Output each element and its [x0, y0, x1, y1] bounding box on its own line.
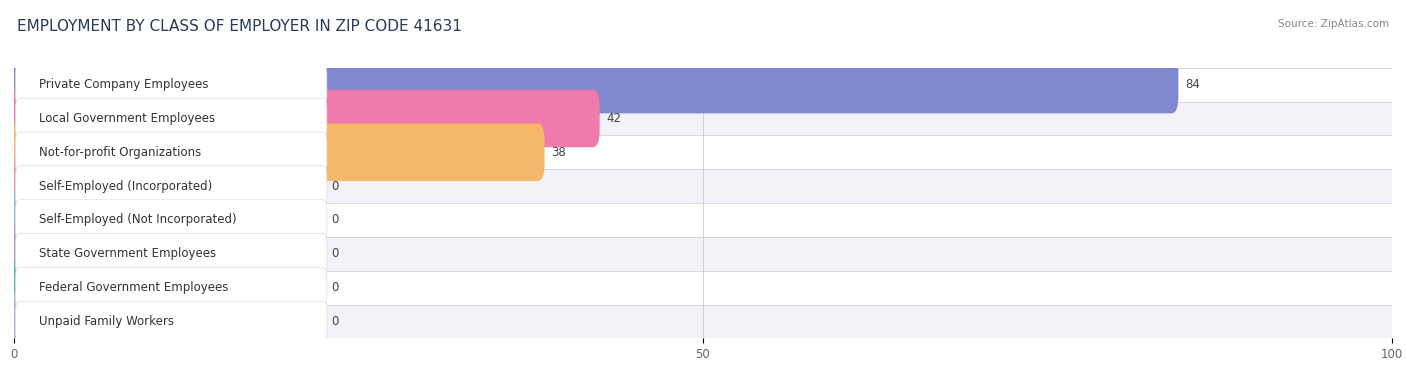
FancyBboxPatch shape [7, 56, 1178, 114]
Text: Unpaid Family Workers: Unpaid Family Workers [39, 315, 174, 328]
Text: EMPLOYMENT BY CLASS OF EMPLOYER IN ZIP CODE 41631: EMPLOYMENT BY CLASS OF EMPLOYER IN ZIP C… [17, 19, 461, 34]
FancyBboxPatch shape [7, 293, 325, 350]
FancyBboxPatch shape [14, 237, 1392, 271]
FancyBboxPatch shape [14, 135, 1392, 169]
Text: State Government Employees: State Government Employees [39, 247, 217, 260]
FancyBboxPatch shape [7, 191, 325, 249]
FancyBboxPatch shape [7, 123, 544, 181]
FancyBboxPatch shape [15, 166, 326, 206]
Text: 38: 38 [551, 146, 567, 159]
Text: Local Government Employees: Local Government Employees [39, 112, 215, 125]
Text: 42: 42 [606, 112, 621, 125]
FancyBboxPatch shape [15, 267, 326, 308]
FancyBboxPatch shape [15, 64, 326, 105]
FancyBboxPatch shape [15, 301, 326, 342]
Text: Not-for-profit Organizations: Not-for-profit Organizations [39, 146, 201, 159]
FancyBboxPatch shape [14, 203, 1392, 237]
Text: Source: ZipAtlas.com: Source: ZipAtlas.com [1278, 19, 1389, 29]
Text: Self-Employed (Incorporated): Self-Employed (Incorporated) [39, 180, 212, 193]
FancyBboxPatch shape [7, 90, 599, 147]
Text: Federal Government Employees: Federal Government Employees [39, 281, 228, 294]
FancyBboxPatch shape [14, 68, 1392, 102]
FancyBboxPatch shape [15, 233, 326, 274]
Text: 84: 84 [1185, 78, 1201, 91]
FancyBboxPatch shape [7, 259, 325, 317]
Text: Private Company Employees: Private Company Employees [39, 78, 208, 91]
FancyBboxPatch shape [7, 225, 325, 283]
FancyBboxPatch shape [15, 132, 326, 173]
FancyBboxPatch shape [15, 200, 326, 240]
Text: 0: 0 [330, 247, 339, 260]
Text: 0: 0 [330, 281, 339, 294]
FancyBboxPatch shape [14, 271, 1392, 305]
FancyBboxPatch shape [14, 305, 1392, 338]
Text: 0: 0 [330, 180, 339, 193]
Text: 0: 0 [330, 214, 339, 226]
FancyBboxPatch shape [14, 102, 1392, 135]
FancyBboxPatch shape [7, 158, 325, 215]
Text: 0: 0 [330, 315, 339, 328]
FancyBboxPatch shape [15, 98, 326, 139]
FancyBboxPatch shape [14, 169, 1392, 203]
Text: Self-Employed (Not Incorporated): Self-Employed (Not Incorporated) [39, 214, 236, 226]
